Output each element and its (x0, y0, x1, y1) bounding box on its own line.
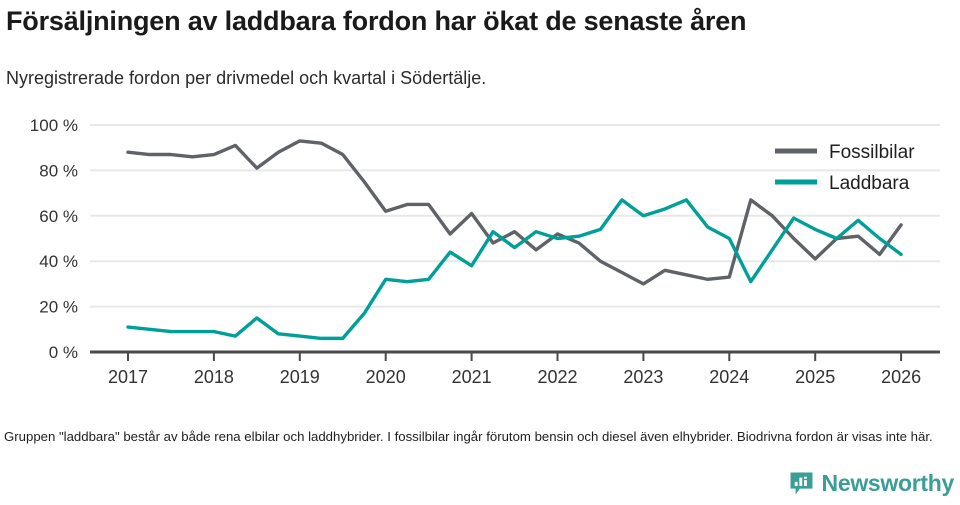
footnote-line-2: elhybrider. Biodrivna fordon är visas in… (672, 429, 933, 444)
y-axis-tick-label: 0 % (49, 343, 78, 362)
footnote-line-1: Gruppen "laddbara" består av både rena e… (4, 429, 669, 444)
legend-label[interactable]: Laddbara (829, 173, 910, 194)
y-axis-tick-label: 20 % (39, 298, 78, 317)
x-axis-tick-labels: 2017 2018 2019 2020 2021 2022 2023 2024 2025 2026 (108, 367, 921, 387)
legend-label[interactable]: Fossilbilar (829, 142, 915, 163)
x-axis-tick-label: 2024 (709, 367, 749, 387)
x-axis-ticks (127, 352, 903, 361)
y-axis-tick-label: 80 % (39, 161, 78, 180)
x-axis-tick-label: 2019 (280, 367, 320, 387)
x-axis-tick-label: 2025 (795, 367, 835, 387)
x-axis-tick-label: 2021 (452, 367, 492, 387)
page-subtitle: Nyregistrerade fordon per drivmedel och … (6, 68, 487, 88)
series-lines (126, 139, 903, 341)
x-axis-tick-label: 2022 (537, 367, 577, 387)
page-title: Försäljningen av laddbara fordon har öka… (6, 6, 747, 36)
x-axis-tick-label: 2017 (108, 367, 148, 387)
bar-chart-speech-bubble-icon (790, 472, 812, 495)
y-axis-tick-label: 60 % (39, 207, 78, 226)
x-axis-tick-label: 2018 (194, 367, 234, 387)
chart-legend: Fossilbilar Laddbara (775, 142, 915, 194)
series-line-laddbara (126, 198, 903, 341)
y-axis-tick-label: 100 % (30, 116, 78, 135)
newsworthy-wordmark: Newsworthy (821, 470, 955, 496)
x-axis-tick-label: 2026 (881, 367, 921, 387)
series-line-fossilbilar (126, 139, 903, 286)
x-axis-tick-label: 2023 (623, 367, 663, 387)
y-axis-tick-label: 40 % (39, 252, 78, 271)
x-axis-tick-label: 2020 (366, 367, 406, 387)
chart-footnote: Gruppen "laddbara" består av både rena e… (4, 428, 934, 445)
gridlines (90, 124, 940, 308)
newsworthy-logo[interactable]: Newsworthy (788, 470, 954, 497)
y-axis-tick-labels: 0 % 20 % 40 % 60 % 80 % 100 % (30, 116, 78, 362)
